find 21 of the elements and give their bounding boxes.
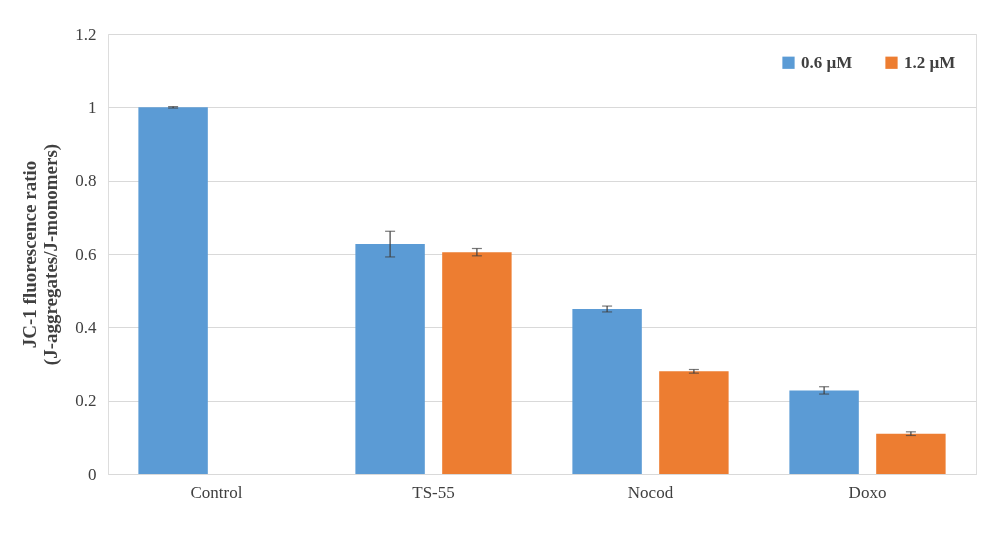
x-tick-label: TS-55 xyxy=(412,482,455,502)
y-tick-label: 1 xyxy=(88,97,97,117)
legend-label: 1.2 µM xyxy=(904,52,956,72)
y-tick-label: 0.4 xyxy=(75,317,97,337)
y-tick-label: 0.8 xyxy=(75,171,97,191)
bar xyxy=(789,390,859,474)
x-tick-label: Nocod xyxy=(627,482,674,502)
y-tick-label: 0 xyxy=(88,464,97,484)
y-tick-label: 1.2 xyxy=(75,24,97,44)
bar xyxy=(876,433,946,474)
bar xyxy=(355,244,425,474)
x-tick-label: Control xyxy=(190,482,243,502)
y-tick-label: 0.6 xyxy=(75,244,97,264)
y-axis-title: JC-1 fluorescence ratio (J-aggregates/J-monomers) xyxy=(19,143,63,366)
bar xyxy=(138,107,208,474)
y-tick-label: 0.2 xyxy=(75,391,97,411)
bar xyxy=(572,309,642,474)
bar xyxy=(442,252,512,474)
x-tick-label: Doxo xyxy=(848,482,887,502)
legend-label: 0.6 µM xyxy=(801,52,853,72)
bar xyxy=(659,371,729,474)
